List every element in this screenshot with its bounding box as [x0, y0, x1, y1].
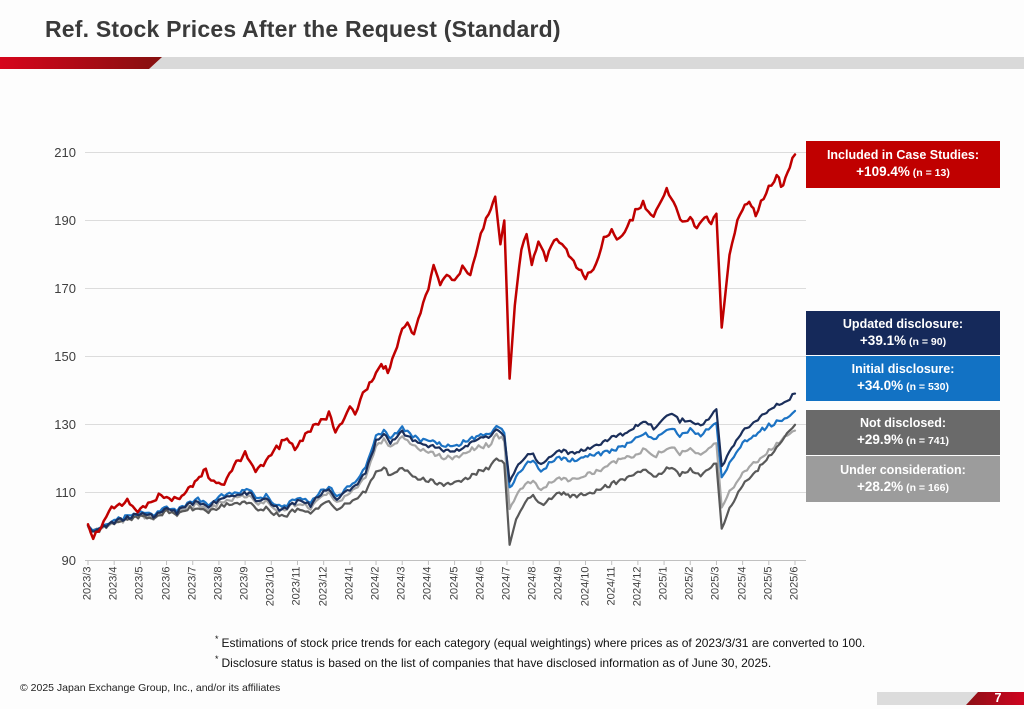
- legend-badge-under-consideration: Under consideration: +28.2% (n = 166): [806, 456, 1000, 502]
- x-tick-label: 2023/3: [81, 566, 94, 601]
- series-line-initial_disclosure: [86, 409, 797, 532]
- legend-title: Included in Case Studies:: [826, 148, 980, 162]
- x-tick-label: 2023/6: [160, 566, 173, 601]
- footnote-marker: *: [215, 654, 219, 664]
- legend-n: (n = 741): [906, 435, 949, 447]
- legend-n: (n = 90): [909, 335, 947, 348]
- legend-n: (n = 530): [906, 381, 949, 393]
- title-underline-red-bar: [0, 57, 162, 69]
- footnote-text: Estimations of stock price trends for ea…: [221, 636, 866, 650]
- series-line-updated_disclosure: [86, 392, 797, 533]
- legend-badge-updated-disclosure: Updated disclosure: +39.1% (n = 90): [806, 311, 1000, 355]
- y-tick-label: 110: [55, 484, 76, 500]
- legend-n: (n = 13): [912, 167, 950, 179]
- y-tick-label: 150: [54, 348, 76, 364]
- y-tick-label: 130: [54, 416, 76, 432]
- title-underline-gray-bar: [140, 57, 1024, 69]
- legend-badge-case-studies: Included in Case Studies: +109.4% (n = 1…: [806, 141, 1000, 188]
- legend-pct: +34.0%: [857, 378, 904, 393]
- footnote-line: * Estimations of stock price trends for e…: [215, 631, 865, 651]
- footnotes: * Estimations of stock price trends for e…: [215, 631, 865, 671]
- footnote-line: * Disclosure status is based on the list …: [215, 651, 865, 671]
- x-tick-label: 2023/7: [186, 566, 199, 601]
- legend-badge-initial-disclosure: Initial disclosure: +34.0% (n = 530): [806, 356, 1000, 401]
- legend-n: (n = 166): [906, 481, 949, 494]
- legend-pct: +39.1%: [859, 332, 907, 348]
- legend-title: Under consideration:: [840, 462, 966, 477]
- series-line-not_disclosed: [86, 423, 797, 546]
- legend-pct: +109.4%: [856, 164, 910, 179]
- y-tick-label: 210: [54, 144, 76, 160]
- series-line-case_studies: [86, 153, 797, 541]
- legend-pct: +29.9%: [857, 432, 904, 447]
- copyright-notice: © 2025 Japan Exchange Group, Inc., and/o…: [20, 682, 281, 694]
- y-tick-label: 170: [54, 280, 76, 296]
- stock-price-line-chart: [85, 152, 806, 565]
- legend-title: Not disclosed:: [859, 416, 947, 430]
- page-number-badge: 7: [966, 692, 1024, 705]
- x-tick-label: 2023/5: [133, 566, 146, 601]
- legend-title: Updated disclosure:: [842, 316, 964, 331]
- y-tick-label: 90: [61, 552, 76, 568]
- page-title: Ref. Stock Prices After the Request (Sta…: [45, 16, 561, 42]
- legend-pct: +28.2%: [857, 478, 904, 494]
- x-tick-label: 2023/4: [107, 566, 120, 601]
- footnote-text: Disclosure status is based on the list o…: [221, 656, 772, 670]
- footer-gray-bar: [877, 692, 978, 705]
- series-line-under_consideration: [86, 429, 797, 533]
- legend-title: Initial disclosure:: [851, 362, 955, 376]
- y-tick-label: 190: [54, 212, 76, 228]
- footnote-marker: *: [215, 634, 219, 644]
- legend-badge-not-disclosed: Not disclosed: +29.9% (n = 741): [806, 410, 1000, 455]
